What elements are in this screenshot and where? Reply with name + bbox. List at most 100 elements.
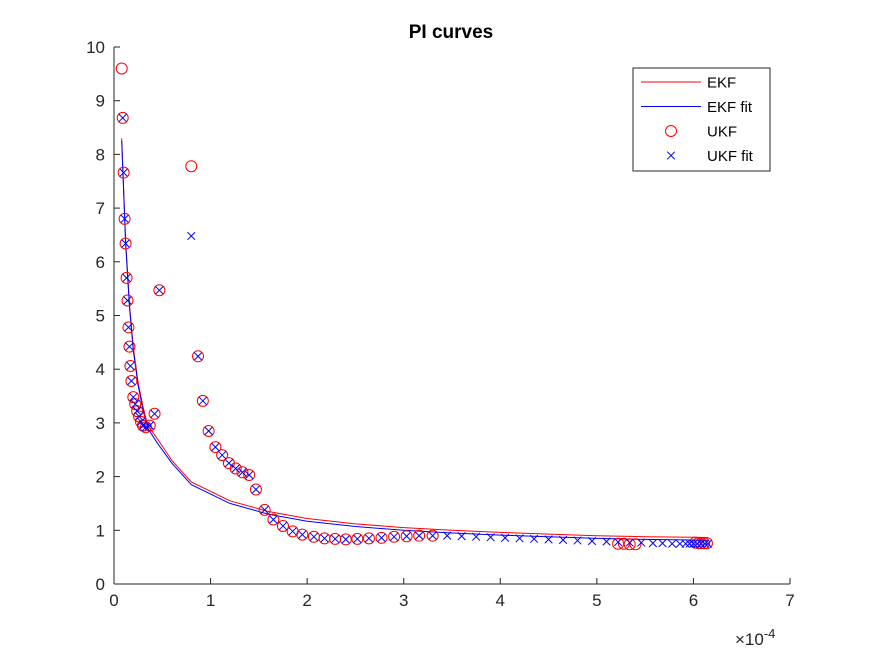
- x-tick-label: 6: [689, 591, 698, 610]
- data-point: [400, 530, 413, 543]
- y-tick-label: 7: [96, 199, 105, 218]
- data-point: [120, 271, 133, 284]
- data-point: [637, 538, 646, 547]
- data-point: [145, 421, 154, 430]
- y-tick-label: 10: [86, 38, 105, 57]
- data-point: [613, 537, 623, 547]
- x-tick-label: 7: [785, 591, 794, 610]
- legend-item: EKF fit: [641, 99, 753, 116]
- data-point: [415, 531, 424, 540]
- data-point: [125, 342, 134, 351]
- legend: EKF EKF fit UKF UKF fit: [632, 67, 771, 172]
- series-ukf: [115, 62, 713, 551]
- data-point: [122, 273, 131, 283]
- data-point: [204, 426, 213, 436]
- data-point: [129, 392, 138, 402]
- data-point: [260, 505, 269, 515]
- data-point: [298, 530, 307, 539]
- data-point: [320, 534, 329, 543]
- data-point: [229, 462, 242, 475]
- data-point: [697, 539, 706, 548]
- data-point: [187, 231, 196, 241]
- data-point: [231, 464, 240, 473]
- data-point: [119, 168, 128, 177]
- x-tick-label: 1: [206, 591, 215, 610]
- y-tick-label: 0: [96, 575, 105, 594]
- legend-label: EKF fit: [707, 99, 753, 116]
- data-point: [443, 531, 452, 540]
- data-point: [486, 533, 495, 542]
- data-point: [155, 286, 164, 295]
- data-point: [428, 531, 437, 540]
- data-point: [617, 537, 630, 550]
- data-point: [116, 111, 129, 124]
- data-point: [124, 359, 137, 372]
- legend-item: UKF: [665, 124, 737, 141]
- data-point: [625, 538, 634, 547]
- data-point: [119, 237, 132, 250]
- data-point: [209, 441, 222, 454]
- data-point: [131, 399, 140, 409]
- data-point: [375, 531, 388, 544]
- data-point: [629, 538, 642, 551]
- y-tick-label: 8: [96, 145, 105, 164]
- legend-swatch: [665, 125, 677, 137]
- series-ukf-fit: [118, 113, 713, 548]
- legend-label: UKF: [707, 124, 737, 141]
- data-point: [377, 533, 386, 542]
- data-point: [351, 532, 364, 545]
- data-point: [330, 534, 340, 544]
- legend-box: [632, 67, 771, 172]
- chart-title: PI curves: [409, 22, 494, 43]
- data-point: [115, 62, 128, 75]
- data-point: [689, 539, 698, 548]
- y-tick-label: 9: [96, 92, 105, 111]
- data-point: [296, 528, 309, 541]
- data-point: [134, 412, 144, 421]
- data-point: [698, 537, 711, 550]
- x-tick-label: 5: [592, 591, 601, 610]
- data-point: [675, 539, 685, 548]
- data-point: [202, 424, 215, 437]
- data-point: [695, 537, 708, 550]
- data-point: [251, 485, 261, 494]
- data-point: [267, 513, 280, 526]
- data-point: [362, 532, 375, 545]
- data-point: [388, 530, 401, 543]
- legend-swatch: [666, 151, 676, 160]
- data-point: [126, 361, 135, 371]
- data-point: [224, 459, 234, 468]
- data-point: [245, 470, 254, 480]
- data-point: [218, 450, 227, 460]
- data-point: [339, 533, 352, 546]
- data-point: [353, 534, 362, 544]
- data-point: [602, 537, 611, 546]
- data-point: [681, 539, 690, 548]
- y-tick-label: 6: [96, 253, 105, 272]
- data-point: [515, 534, 524, 543]
- y-tick-label: 5: [96, 307, 105, 326]
- x-tick-label: 3: [399, 591, 408, 610]
- data-point: [125, 375, 138, 388]
- x-tick-label: 4: [496, 591, 505, 610]
- data-point: [402, 532, 411, 541]
- data-point: [309, 532, 319, 541]
- data-point: [198, 396, 207, 406]
- data-point: [658, 539, 667, 548]
- data-point: [216, 449, 229, 462]
- data-point: [278, 521, 288, 531]
- x-tick-label: 2: [302, 591, 311, 610]
- data-point: [238, 468, 247, 477]
- data-point: [124, 323, 133, 332]
- data-point: [685, 539, 694, 548]
- data-point: [471, 532, 481, 541]
- data-point: [236, 466, 249, 479]
- data-point: [249, 483, 262, 496]
- data-point: [693, 539, 702, 548]
- data-point: [457, 532, 466, 541]
- data-point: [258, 503, 271, 516]
- data-point: [288, 527, 297, 536]
- data-point: [123, 340, 136, 353]
- legend-item: UKF fit: [666, 148, 754, 165]
- data-point: [269, 515, 278, 524]
